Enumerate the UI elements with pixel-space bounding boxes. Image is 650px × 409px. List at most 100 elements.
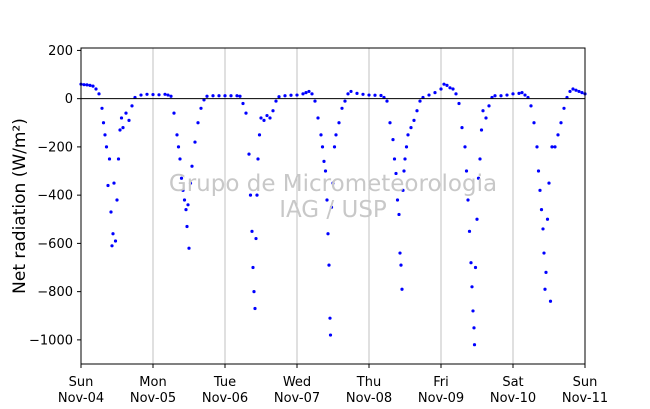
y-tick-label: −400 <box>37 189 73 204</box>
data-point <box>250 229 254 233</box>
data-point <box>229 94 233 98</box>
data-point <box>403 157 407 161</box>
data-point <box>571 87 575 91</box>
data-point <box>211 94 215 98</box>
data-point <box>166 93 170 97</box>
data-point <box>451 87 455 91</box>
data-point <box>187 246 191 250</box>
data-point <box>470 285 474 289</box>
data-point <box>349 89 353 94</box>
data-point <box>442 82 446 86</box>
data-point <box>91 84 95 88</box>
data-point <box>391 138 395 142</box>
data-point <box>568 89 572 94</box>
data-point <box>111 232 115 236</box>
data-point <box>115 198 119 202</box>
data-point <box>113 239 118 243</box>
x-tick-day-label: Sun <box>69 375 94 390</box>
data-point <box>88 83 92 87</box>
data-point <box>454 92 458 96</box>
data-point <box>199 106 203 110</box>
data-point <box>112 181 116 185</box>
x-tick-day-label: Tue <box>213 375 236 390</box>
data-point <box>379 93 383 98</box>
x-axis: SunNov-04MonNov-05TueNov-06WedNov-07ThuN… <box>58 364 608 406</box>
data-point <box>415 109 419 113</box>
data-point <box>85 83 89 87</box>
data-point <box>392 157 397 161</box>
data-point <box>399 263 403 267</box>
data-point <box>255 193 259 197</box>
data-point <box>139 93 143 97</box>
data-point <box>367 93 371 97</box>
data-point <box>119 116 124 120</box>
data-point <box>262 118 266 122</box>
data-point <box>343 99 347 103</box>
data-point <box>182 198 187 202</box>
data-point <box>574 88 578 92</box>
data-point <box>580 91 584 95</box>
data-point <box>361 92 365 96</box>
data-point <box>542 251 546 255</box>
data-point <box>301 92 305 96</box>
data-point <box>268 116 272 120</box>
data-point <box>325 198 329 202</box>
data-point <box>175 133 179 137</box>
data-point <box>439 87 443 91</box>
data-point <box>412 118 416 122</box>
data-point <box>247 152 251 156</box>
data-point <box>548 299 553 303</box>
data-point <box>394 171 398 176</box>
data-point <box>460 126 464 130</box>
x-tick-day-label: Mon <box>139 375 166 390</box>
data-point <box>283 94 287 98</box>
data-point <box>118 128 122 132</box>
data-point <box>395 198 400 202</box>
data-point <box>265 113 269 118</box>
data-point <box>94 87 98 91</box>
data-point <box>535 145 539 149</box>
data-point <box>295 93 299 97</box>
data-point <box>547 181 551 185</box>
data-point <box>331 181 335 185</box>
data-point <box>106 183 110 188</box>
data-point <box>334 133 338 137</box>
data-point <box>472 343 477 347</box>
data-point <box>97 92 101 96</box>
data-point <box>238 94 242 98</box>
data-point <box>478 157 482 161</box>
data-point <box>304 91 308 95</box>
data-point <box>163 92 167 96</box>
data-point <box>539 208 544 212</box>
data-point <box>541 227 545 231</box>
data-point <box>172 111 176 115</box>
data-point <box>310 92 314 96</box>
data-point <box>401 188 405 192</box>
data-point <box>427 93 431 97</box>
data-point <box>559 121 563 125</box>
data-point <box>223 94 227 98</box>
data-point <box>577 89 581 94</box>
x-tick-day-label: Wed <box>283 375 311 390</box>
data-point <box>109 210 113 214</box>
data-point <box>320 145 325 149</box>
data-point <box>319 133 323 137</box>
data-point <box>101 121 106 125</box>
data-point <box>82 83 86 87</box>
data-point <box>193 140 197 144</box>
data-point <box>103 133 107 137</box>
data-point <box>256 157 260 161</box>
data-point <box>398 251 402 255</box>
data-point <box>402 169 406 173</box>
y-tick-label: 0 <box>65 92 73 107</box>
data-point <box>545 217 550 221</box>
data-point <box>244 111 248 115</box>
data-point <box>251 265 255 270</box>
data-point <box>388 121 392 125</box>
data-point <box>543 287 547 291</box>
data-point <box>190 164 194 168</box>
plot-frame <box>80 47 586 365</box>
data-point <box>511 92 515 96</box>
y-tick-label: −1000 <box>29 333 73 348</box>
